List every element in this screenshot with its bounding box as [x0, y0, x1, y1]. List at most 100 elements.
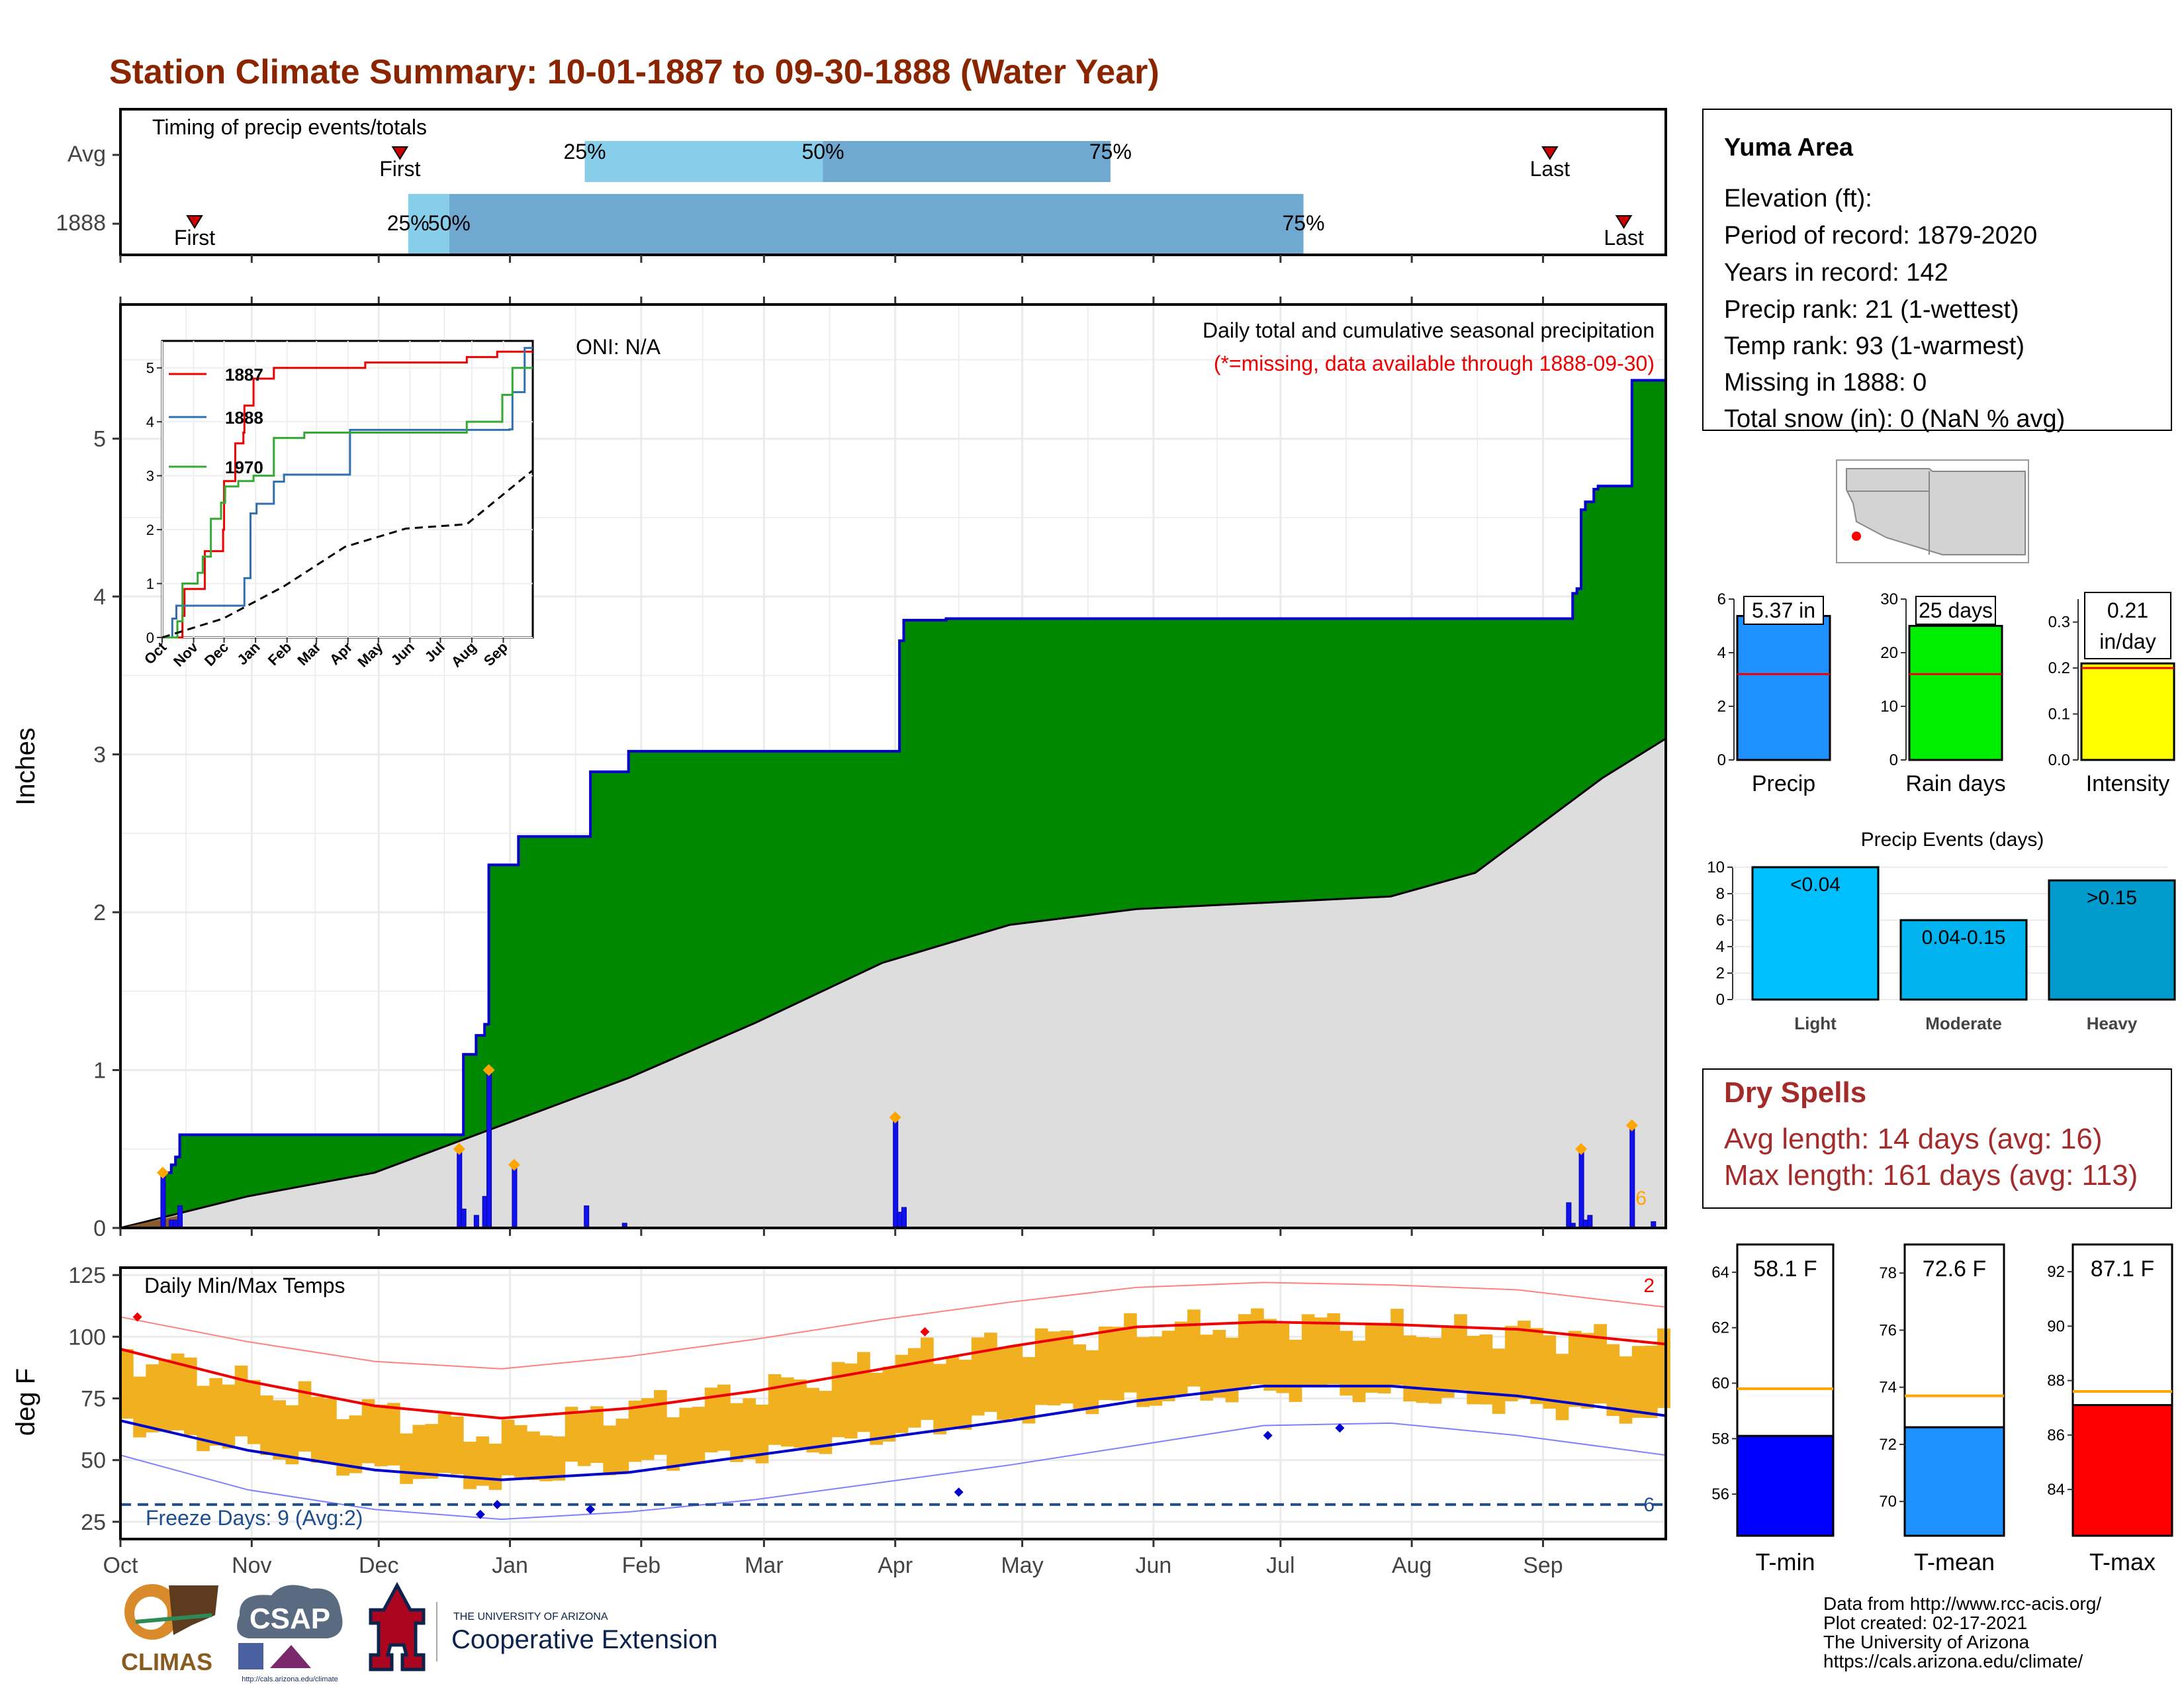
precip-daily-bar: [893, 1117, 899, 1229]
temp-daily-range-bar: [907, 1348, 921, 1428]
temp-daily-range-bar: [1048, 1331, 1061, 1406]
temp-daily-range-bar: [1225, 1337, 1239, 1403]
summary-y-tick-label: 4: [1717, 644, 1726, 662]
csap-logo: CSAP http://cals.arizona.edu/climate: [237, 1585, 343, 1683]
temp-daily-range-bar: [349, 1415, 363, 1474]
temp-daily-range-bar: [488, 1443, 502, 1490]
temp-content: [120, 1282, 1670, 1521]
temp-daily-range-bar: [1377, 1323, 1391, 1394]
month-tick-label: Oct: [103, 1553, 138, 1578]
precip-daily-bar: [512, 1164, 518, 1229]
temp-normal-max-line: [120, 1320, 1666, 1420]
precip-daily-bar: [160, 1172, 166, 1229]
temp-bar-y-tick-label: 84: [2047, 1481, 2065, 1499]
temp-record-max-line: [120, 1282, 1666, 1370]
summary-bar-label: Intensity: [2086, 771, 2170, 796]
ua-logo-mark: [369, 1581, 426, 1671]
temp-bar-label: T-mean: [1914, 1548, 1995, 1575]
temp-bar-y-tick-label: 76: [1879, 1321, 1897, 1339]
temp-daily-range-bar: [971, 1337, 985, 1416]
month-tick-label: May: [1001, 1553, 1043, 1578]
temp-bar-y-tick-label: 56: [1711, 1485, 1729, 1503]
temp-bar-label: T-min: [1756, 1548, 1815, 1575]
precip-daily-bar: [1578, 1149, 1584, 1229]
precip-normal-area: [120, 738, 1666, 1228]
temp-daily-range-bar: [603, 1425, 616, 1476]
timing-label-last: Last: [1530, 157, 1570, 181]
temp-daily-range-bar: [641, 1398, 655, 1460]
climas-logo-center: [134, 1597, 167, 1630]
timing-marker-first: [391, 146, 409, 160]
temp-daily-range-bar: [958, 1360, 972, 1430]
month-axis: Oct Nov Dec Jan Feb Mar Apr May Jun Jul Aug Sep: [103, 1539, 1563, 1578]
temp-bar-t-mean: [1903, 1426, 2005, 1537]
temp-daily-range-bar: [1327, 1313, 1340, 1385]
climas-logo-stroke: [135, 1613, 212, 1624]
timing-label-75: 75%: [1283, 211, 1325, 235]
temp-panel-title: Daily Min/Max Temps: [144, 1274, 345, 1297]
temp-bar-t-min: [1736, 1434, 1835, 1537]
temp-normal-min-line: [120, 1384, 1666, 1481]
temp-daily-range-bar: [158, 1359, 172, 1432]
temp-daily-range-bar: [437, 1414, 451, 1474]
precip-cumulative-line: [120, 379, 1666, 1229]
temp-daily-range-bar: [222, 1384, 236, 1449]
station-temp-rank: Temp rank: 93 (1-warmest): [1724, 332, 2025, 360]
climas-logo: CLIMAS: [121, 1584, 218, 1675]
temp-daily-range-bar: [247, 1380, 261, 1444]
station-name: Yuma Area: [1724, 134, 1854, 162]
precip-y-label: Inches: [11, 727, 40, 806]
climas-logo-text: CLIMAS: [121, 1648, 212, 1675]
temp-daily-range-bar: [806, 1387, 820, 1453]
credit-line: Plot created: 02-17-2021: [1823, 1613, 2027, 1633]
month-tick-label: Aug: [1392, 1553, 1432, 1578]
temp-daily-range-bar: [463, 1441, 477, 1489]
temp-daily-range-bar: [895, 1354, 909, 1433]
inset-series-1888: [162, 347, 533, 639]
temp-daily-range-bar: [590, 1406, 604, 1463]
temp-daily-range-bar: [552, 1436, 566, 1481]
summary-value-label: in/day: [2099, 630, 2156, 653]
temp-panel: 25 50 75 100 125 deg F Daily Min/Max Temps F…: [11, 1263, 1670, 1578]
precip-y-axis: 0 1 2 3 4 5: [93, 427, 1544, 1241]
temp-bar-y-tick-label: 92: [2047, 1263, 2065, 1281]
events-y-tick-label: 10: [1707, 859, 1725, 876]
temp-daily-range-bar: [628, 1400, 642, 1462]
temp-daily-range-bar: [1200, 1335, 1213, 1401]
temp-daily-range-bar: [171, 1353, 185, 1430]
temp-record-marker: [1263, 1430, 1273, 1440]
temp-daily-range-bar: [1289, 1339, 1302, 1402]
temp-daily-range-bar: [273, 1400, 286, 1460]
timing-bar-50-75: [823, 141, 1111, 182]
station-snow: Total snow (in): 0 (NaN % avg): [1724, 405, 2065, 433]
temp-daily-range-bar: [298, 1381, 312, 1452]
dry-spells-frame: [1702, 1068, 2172, 1209]
timing-row-avg-label: Avg: [68, 142, 106, 167]
timing-panel-label: Timing of precip events/totals: [152, 115, 427, 139]
temp-daily-range-bar: [1645, 1345, 1658, 1419]
csap-logo-mountain: [270, 1645, 311, 1668]
precip-y-tick-label: 1: [93, 1058, 106, 1084]
timing-label-50: 50%: [801, 140, 844, 164]
temp-daily-range-bar: [1504, 1325, 1518, 1401]
events-bar-category: Light: [1794, 1013, 1837, 1033]
summary-bar-label: Rain days: [1905, 771, 2005, 796]
inset-y-tick-label: 2: [146, 522, 154, 538]
station-location-marker: [1852, 532, 1861, 541]
temp-daily-range-bar: [666, 1417, 680, 1471]
temp-daily-range-bar: [146, 1364, 159, 1432]
credit-line: The University of Arizona: [1823, 1632, 2030, 1652]
temp-daily-range-bar: [476, 1436, 490, 1486]
precip-events-chart: Precip Events (days) 0 2 4 6 8 10 <0.04 Light 0.0…: [1707, 829, 2176, 1033]
precip-normal-line: [120, 737, 1666, 1229]
summary-bar-precip: [1736, 615, 1831, 761]
summary-y-tick-label: 10: [1880, 698, 1898, 716]
timing-bar-50-75: [449, 194, 1304, 254]
dry-spells-title: Dry Spells: [1724, 1076, 1866, 1109]
temp-daily-range-bar: [831, 1362, 845, 1438]
ua-logo-small: THE UNIVERSITY OF ARIZONA: [453, 1611, 608, 1622]
temp-y-tick-label: 25: [81, 1510, 106, 1535]
temp-daily-range-bar: [400, 1433, 413, 1484]
temp-count-bottom: 6: [1643, 1494, 1655, 1516]
